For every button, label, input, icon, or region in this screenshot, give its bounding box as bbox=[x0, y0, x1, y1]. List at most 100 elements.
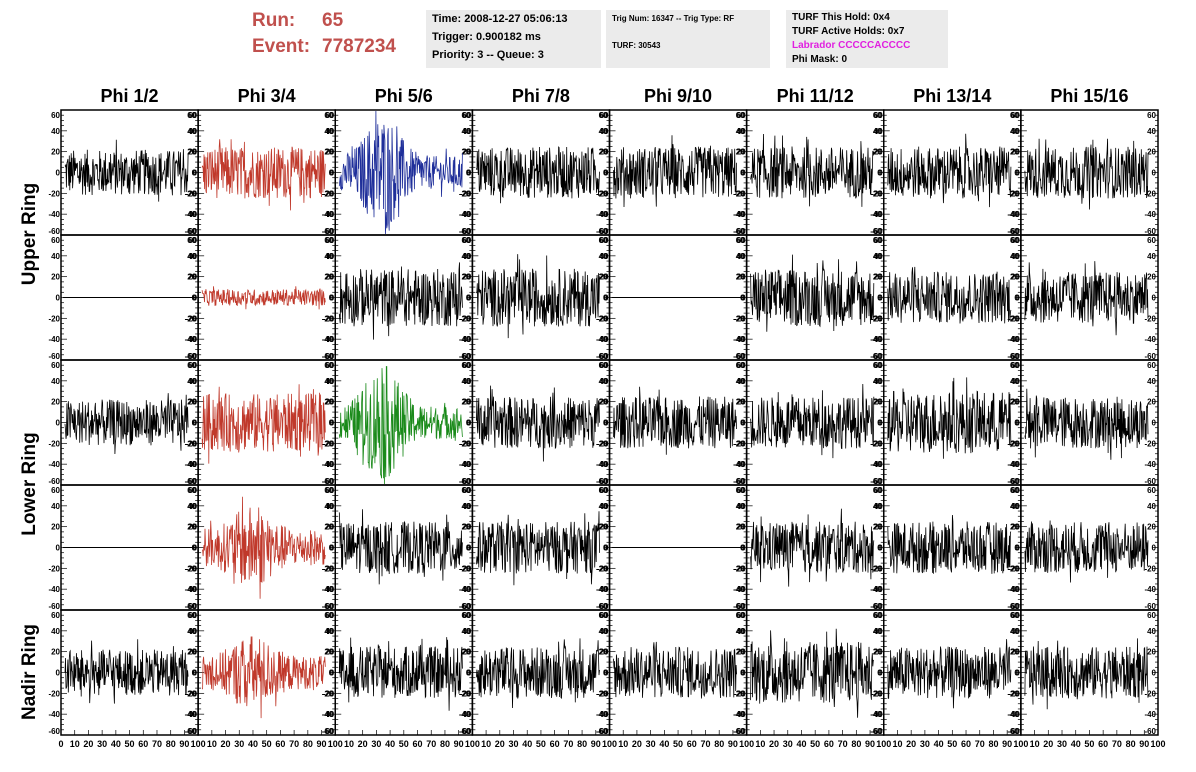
y-tick-label: 0 bbox=[329, 419, 334, 428]
y-tick-label: -40 bbox=[48, 210, 60, 219]
x-tick-label: 30 bbox=[97, 739, 107, 749]
x-tick-label: 100 bbox=[328, 739, 343, 749]
column-header: Phi 1/2 bbox=[100, 86, 159, 106]
y-tick-label: -60 bbox=[48, 477, 60, 486]
x-tick-label: 40 bbox=[385, 739, 395, 749]
y-tick-label: -60 bbox=[596, 602, 608, 611]
y-tick-label: 0 bbox=[330, 669, 335, 678]
y-tick-label: 0 bbox=[329, 169, 334, 178]
y-tick-label: 20 bbox=[1011, 273, 1020, 282]
y-tick-label: -40 bbox=[596, 335, 608, 344]
y-tick-label: 0 bbox=[1014, 294, 1019, 303]
waveform-trace bbox=[887, 377, 1012, 459]
x-tick-label: 40 bbox=[1071, 739, 1081, 749]
x-tick-label: 30 bbox=[371, 739, 381, 749]
x-tick-label: 10 bbox=[344, 739, 354, 749]
waveform-trace bbox=[1024, 388, 1149, 460]
y-tick-label: -20 bbox=[596, 439, 608, 448]
y-tick-label: -20 bbox=[1144, 314, 1156, 323]
y-tick-label: 60 bbox=[51, 111, 60, 120]
y-tick-label: -20 bbox=[459, 314, 471, 323]
y-tick-label: -20 bbox=[870, 564, 882, 573]
y-tick-label: -40 bbox=[185, 460, 197, 469]
y-tick-label: 60 bbox=[874, 111, 883, 120]
y-tick-label: -20 bbox=[871, 314, 883, 323]
y-tick-label: 20 bbox=[462, 523, 471, 532]
y-tick-label: 40 bbox=[51, 627, 60, 636]
waveform-trace bbox=[750, 628, 875, 718]
y-tick-label: 0 bbox=[56, 669, 61, 678]
y-tick-label: 20 bbox=[51, 648, 60, 657]
turf-info-box: TURF This Hold: 0x4 TURF Active Holds: 0… bbox=[786, 10, 948, 68]
y-tick-label: 40 bbox=[324, 252, 333, 261]
waveform-trace bbox=[887, 514, 1012, 574]
y-tick-label: -60 bbox=[1008, 227, 1020, 236]
y-tick-label: -40 bbox=[871, 710, 883, 719]
y-tick-label: -60 bbox=[185, 352, 197, 361]
y-tick-label: 60 bbox=[737, 486, 746, 495]
y-tick-label: 60 bbox=[599, 236, 608, 245]
y-tick-label: -40 bbox=[1008, 585, 1020, 594]
waveform-trace bbox=[1024, 638, 1149, 710]
y-tick-label: -60 bbox=[597, 727, 609, 736]
y-tick-label: 40 bbox=[874, 252, 883, 261]
y-tick-label: 0 bbox=[877, 169, 882, 178]
y-tick-label: -40 bbox=[1008, 710, 1020, 719]
y-tick-label: -60 bbox=[186, 727, 198, 736]
y-tick-label: 20 bbox=[736, 523, 745, 532]
waveform-trace bbox=[887, 639, 1012, 709]
y-tick-label: 40 bbox=[1010, 502, 1019, 511]
y-tick-label: -60 bbox=[734, 602, 746, 611]
y-tick-label: 40 bbox=[188, 377, 197, 386]
y-tick-label: -40 bbox=[733, 335, 745, 344]
y-tick-label: 40 bbox=[1011, 127, 1020, 136]
y-tick-label: -60 bbox=[1144, 352, 1156, 361]
y-tick-label: 40 bbox=[600, 627, 609, 636]
y-tick-label: 0 bbox=[1014, 544, 1019, 553]
labrador-text: Labrador CCCCCACCCC bbox=[792, 40, 911, 51]
y-tick-label: 20 bbox=[1147, 523, 1156, 532]
y-tick-label: -40 bbox=[733, 210, 745, 219]
y-tick-label: 60 bbox=[324, 236, 333, 245]
trig-num-text: Trig Num: 16347 -- Trig Type: RF bbox=[612, 14, 735, 23]
y-tick-label: 20 bbox=[1147, 398, 1156, 407]
y-tick-label: -20 bbox=[597, 439, 609, 448]
y-tick-label: 0 bbox=[878, 669, 883, 678]
y-tick-label: 60 bbox=[462, 486, 471, 495]
x-tick-label: 80 bbox=[577, 739, 587, 749]
y-tick-label: 40 bbox=[873, 127, 882, 136]
y-tick-label: -40 bbox=[186, 335, 198, 344]
y-tick-label: 20 bbox=[461, 273, 470, 282]
y-tick-label: -60 bbox=[186, 602, 198, 611]
y-tick-label: 0 bbox=[877, 544, 882, 553]
x-tick-label: 60 bbox=[550, 739, 560, 749]
waveform-trace bbox=[887, 133, 1012, 208]
y-tick-label: -40 bbox=[185, 335, 197, 344]
y-tick-label: 40 bbox=[736, 627, 745, 636]
y-tick-label: -20 bbox=[870, 689, 882, 698]
y-tick-label: 60 bbox=[873, 111, 882, 120]
y-tick-label: 40 bbox=[187, 127, 196, 136]
y-tick-label: 60 bbox=[462, 361, 471, 370]
y-tick-label: 0 bbox=[466, 669, 471, 678]
y-tick-label: 60 bbox=[1010, 361, 1019, 370]
y-tick-label: -20 bbox=[1008, 189, 1020, 198]
waveform-trace bbox=[338, 262, 463, 340]
y-tick-label: -60 bbox=[1008, 352, 1020, 361]
y-tick-label: 0 bbox=[467, 419, 472, 428]
x-tick-label: 10 bbox=[207, 739, 217, 749]
y-tick-label: -60 bbox=[1144, 602, 1156, 611]
y-tick-label: -60 bbox=[734, 352, 746, 361]
y-tick-label: 40 bbox=[599, 502, 608, 511]
y-tick-label: -40 bbox=[734, 460, 746, 469]
y-tick-label: 20 bbox=[874, 398, 883, 407]
y-tick-label: -20 bbox=[733, 689, 745, 698]
y-tick-label: 40 bbox=[600, 127, 609, 136]
waveform-trace bbox=[613, 135, 737, 208]
y-tick-label: 20 bbox=[1010, 273, 1019, 282]
y-tick-label: -20 bbox=[185, 314, 197, 323]
y-tick-label: 60 bbox=[462, 111, 471, 120]
x-tick-label: 100 bbox=[1150, 739, 1165, 749]
x-tick-label: 30 bbox=[646, 739, 656, 749]
